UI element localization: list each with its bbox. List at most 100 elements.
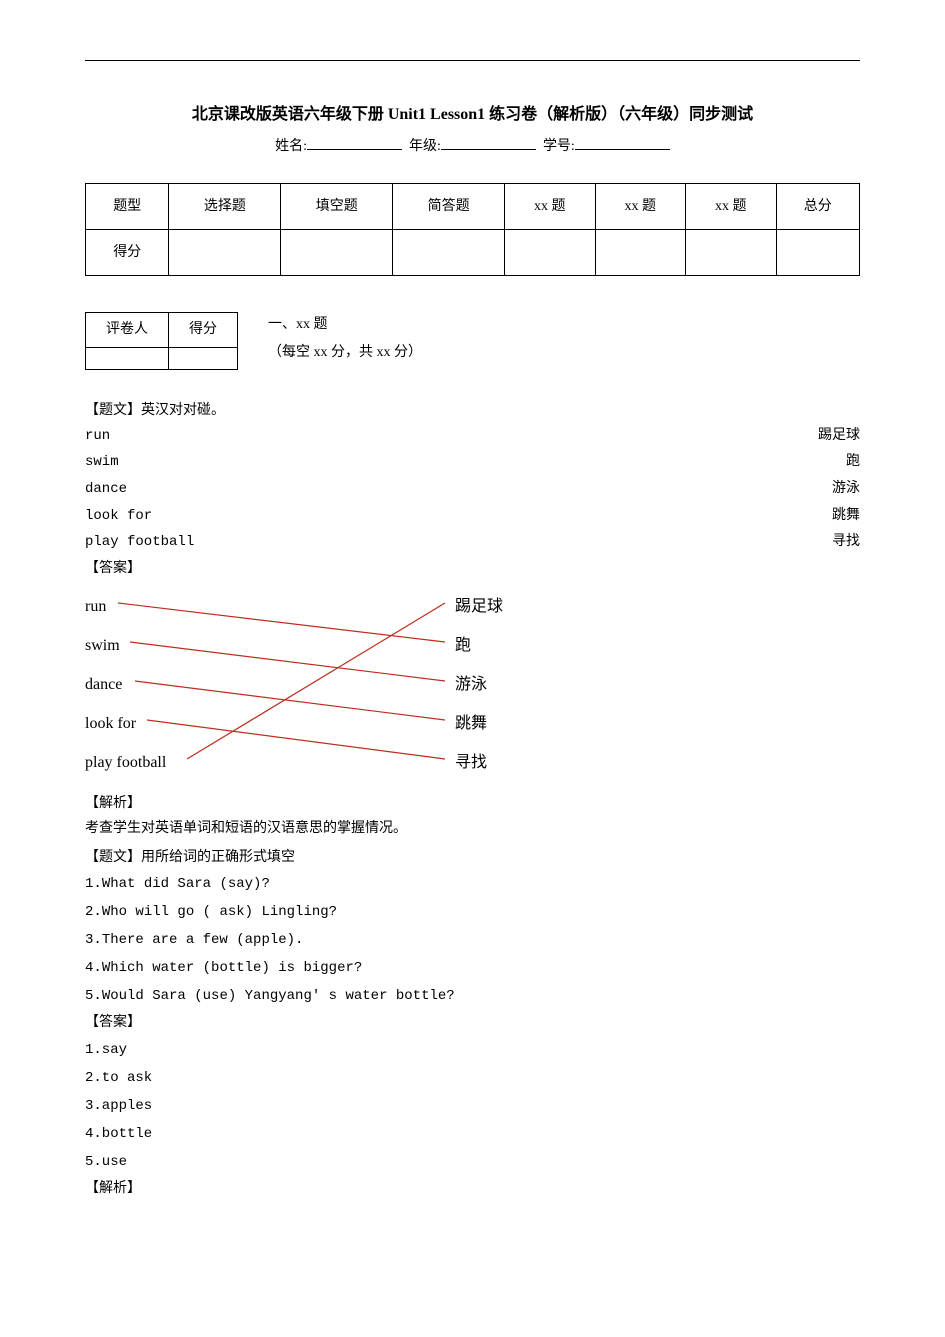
grader-table: 评卷人 得分 <box>85 312 238 369</box>
score-value-row: 得分 <box>86 230 860 276</box>
fill-line: 2.Who will go ( ask) Lingling? <box>85 898 860 926</box>
score-header-row: 题型 选择题 填空题 简答题 xx 题 xx 题 xx 题 总分 <box>86 183 860 229</box>
th-xx1: xx 题 <box>505 183 596 229</box>
name-label: 姓名: <box>275 139 307 154</box>
top-rule <box>85 60 860 61</box>
grader-row: 评卷人 得分 一、xx 题 （每空 xx 分，共 xx 分） <box>85 312 860 369</box>
match-right: 踢足球 <box>818 423 860 450</box>
q2-items: 1.What did Sara (say)?2.Who will go ( as… <box>85 870 860 1010</box>
q2-analysis-label: 【解析】 <box>85 1176 860 1201</box>
grader-label: 评卷人 <box>86 313 169 347</box>
td-empty <box>776 230 859 276</box>
match-row: dance 游泳 <box>85 476 860 503</box>
match-right: 寻找 <box>832 529 860 556</box>
th-short: 简答题 <box>393 183 505 229</box>
item-gap <box>228 932 236 948</box>
question-1: 【题文】英汉对对碰。 run踢足球swim跑dance游泳look for跳舞p… <box>85 398 860 842</box>
td-empty <box>393 230 505 276</box>
td-empty <box>281 230 393 276</box>
item-pre: Would Sara <box>102 988 186 1004</box>
item-num: 5. <box>85 988 102 1004</box>
name-blank <box>307 134 402 150</box>
diagram-line <box>118 603 445 642</box>
q1-answer-label: 【答案】 <box>85 556 860 581</box>
answer-line: 3.apples <box>85 1092 860 1120</box>
item-post: (apple). <box>236 932 303 948</box>
q1-analysis-label: 【解析】 <box>85 791 860 816</box>
section-title: 一、xx 题 <box>268 312 422 337</box>
item-num: 4. <box>85 960 102 976</box>
item-post: (say)? <box>219 876 269 892</box>
section-info: 一、xx 题 （每空 xx 分，共 xx 分） <box>268 312 422 364</box>
match-left: play football <box>85 529 194 556</box>
fill-line: 5.Would Sara (use) Yangyang' s water bot… <box>85 982 860 1010</box>
diagram-left-label: run <box>85 593 106 622</box>
item-pre: Which water <box>102 960 194 976</box>
th-xx3: xx 题 <box>686 183 777 229</box>
grader-score-label: 得分 <box>169 313 238 347</box>
match-right: 跑 <box>846 449 860 476</box>
diagram-line <box>135 681 445 720</box>
q2-answer-label: 【答案】 <box>85 1010 860 1035</box>
fill-line: 4.Which water (bottle) is bigger? <box>85 954 860 982</box>
match-left: look for <box>85 503 152 530</box>
match-left: swim <box>85 449 119 476</box>
match-left: run <box>85 423 110 450</box>
diagram-left-label: dance <box>85 671 122 700</box>
th-choice: 选择题 <box>169 183 281 229</box>
item-pre: There are a few <box>102 932 228 948</box>
item-gap <box>194 904 202 920</box>
item-post: (use) Yangyang' s water bottle? <box>194 988 454 1004</box>
diagram-right-label: 踢足球 <box>455 593 503 622</box>
id-blank <box>575 134 670 150</box>
match-row: look for 跳舞 <box>85 503 860 530</box>
item-post: (bottle) is bigger? <box>203 960 363 976</box>
item-gap <box>186 988 194 1004</box>
th-type: 题型 <box>86 183 169 229</box>
grader-empty <box>169 347 238 369</box>
diagram-line <box>147 720 445 759</box>
id-label: 学号: <box>543 139 575 154</box>
item-num: 3. <box>85 932 102 948</box>
diagram-right-label: 跳舞 <box>455 710 487 739</box>
th-xx2: xx 题 <box>595 183 686 229</box>
item-post: ( ask) Lingling? <box>203 904 337 920</box>
q1-heading: 【题文】英汉对对碰。 <box>85 398 860 423</box>
q1-pairs: run踢足球swim跑dance游泳look for跳舞play footbal… <box>85 423 860 556</box>
item-pre: What did Sara <box>102 876 211 892</box>
diagram-right-label: 跑 <box>455 632 471 661</box>
fill-line: 1.What did Sara (say)? <box>85 870 860 898</box>
section-subtitle: （每空 xx 分，共 xx 分） <box>268 340 422 365</box>
diagram-line <box>130 642 445 681</box>
item-gap <box>194 960 202 976</box>
match-right: 游泳 <box>832 476 860 503</box>
td-empty <box>505 230 596 276</box>
th-blank: 填空题 <box>281 183 393 229</box>
diagram-left-label: play football <box>85 749 166 778</box>
td-empty <box>595 230 686 276</box>
grade-blank <box>441 134 536 150</box>
diagram-right-label: 寻找 <box>455 749 487 778</box>
diagram-right-label: 游泳 <box>455 671 487 700</box>
student-info-line: 姓名: 年级: 学号: <box>85 134 860 159</box>
q2-answers: 1.say2.to ask3.apples4.bottle5.use <box>85 1036 860 1176</box>
q1-answer-diagram: run swim dance look for play football 踢足球跑游泳跳… <box>85 585 515 785</box>
match-row: play football 寻找 <box>85 529 860 556</box>
td-score-label: 得分 <box>86 230 169 276</box>
th-total: 总分 <box>776 183 859 229</box>
diagram-left-label: swim <box>85 632 120 661</box>
fill-line: 3.There are a few (apple). <box>85 926 860 954</box>
item-pre: Who will go <box>102 904 194 920</box>
answer-line: 5.use <box>85 1148 860 1176</box>
grade-label: 年级: <box>409 139 441 154</box>
q2-heading: 【题文】用所给词的正确形式填空 <box>85 845 860 870</box>
td-empty <box>169 230 281 276</box>
answer-line: 4.bottle <box>85 1120 860 1148</box>
q1-analysis-text: 考查学生对英语单词和短语的汉语意思的掌握情况。 <box>85 816 860 841</box>
match-right: 跳舞 <box>832 503 860 530</box>
answer-line: 2.to ask <box>85 1064 860 1092</box>
question-2: 【题文】用所给词的正确形式填空 1.What did Sara (say)?2.… <box>85 845 860 1201</box>
diagram-left-label: look for <box>85 710 136 739</box>
grader-empty <box>86 347 169 369</box>
match-left: dance <box>85 476 127 503</box>
